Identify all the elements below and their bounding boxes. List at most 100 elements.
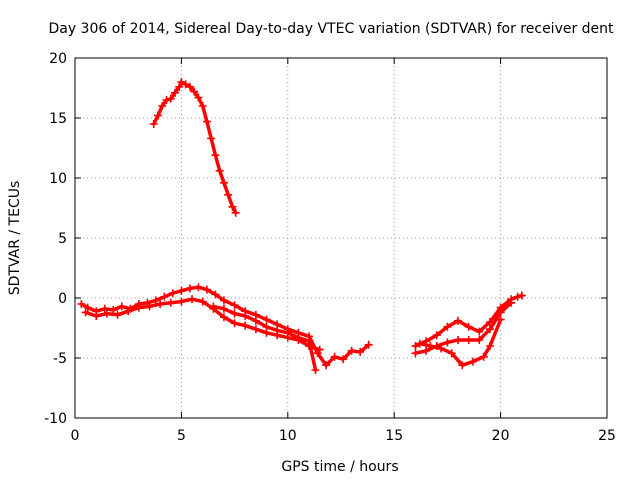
data-point — [153, 111, 162, 120]
x-tick-label: 5 — [177, 428, 186, 444]
data-point — [158, 102, 167, 110]
data-point — [468, 357, 477, 366]
axis-ticks — [74, 57, 608, 419]
data-series — [77, 78, 526, 374]
data-point — [230, 319, 239, 328]
data-point — [198, 102, 207, 110]
data-point — [160, 292, 169, 301]
data-point — [151, 296, 160, 305]
y-tick-label: 5 — [58, 231, 67, 247]
data-point — [432, 331, 441, 340]
data-point — [228, 202, 237, 211]
data-point — [485, 342, 494, 350]
data-point — [422, 346, 431, 355]
y-tick-label: 20 — [49, 51, 67, 67]
data-point — [262, 315, 271, 324]
data-point — [330, 352, 339, 361]
data-point — [124, 307, 133, 316]
data-point — [230, 301, 239, 310]
data-point — [339, 355, 348, 364]
data-point — [181, 80, 190, 89]
data-point — [219, 296, 228, 305]
data-point — [447, 349, 456, 358]
data-point — [162, 96, 171, 104]
data-point — [322, 361, 331, 370]
data-point — [517, 291, 526, 300]
data-point — [185, 284, 194, 293]
data-point — [251, 316, 260, 325]
data-point — [219, 304, 228, 313]
data-point — [117, 302, 126, 311]
data-point — [134, 303, 143, 312]
data-point — [92, 312, 101, 320]
y-tick-label: -10 — [44, 411, 67, 427]
data-point — [113, 310, 122, 319]
data-point — [251, 325, 260, 334]
data-point — [241, 312, 250, 320]
data-point — [166, 94, 175, 103]
data-point — [83, 303, 92, 312]
data-point — [81, 308, 90, 317]
data-point — [475, 327, 484, 336]
data-point — [475, 336, 484, 344]
data-point — [211, 290, 220, 299]
data-point — [156, 300, 165, 308]
data-point — [283, 328, 292, 337]
data-point — [198, 297, 207, 306]
y-tick-label: -5 — [53, 351, 67, 367]
data-point — [454, 316, 463, 325]
data-point — [311, 366, 320, 374]
data-point — [209, 302, 218, 311]
data-point — [171, 88, 180, 97]
data-point — [100, 304, 109, 313]
data-point — [149, 120, 158, 128]
series-arc-evening-b — [413, 301, 513, 355]
data-point — [513, 292, 522, 301]
data-point — [315, 345, 324, 354]
data-point — [166, 298, 175, 307]
x-tick-label: 10 — [279, 428, 297, 444]
data-point — [168, 289, 177, 298]
data-point — [177, 297, 186, 306]
data-point — [458, 361, 467, 370]
data-point — [443, 338, 452, 347]
data-point — [177, 78, 186, 86]
data-point — [219, 313, 228, 322]
data-point — [479, 352, 488, 361]
data-point — [464, 336, 473, 344]
data-point — [496, 315, 505, 324]
data-point — [177, 286, 186, 295]
data-point — [443, 322, 452, 331]
data-point — [411, 342, 420, 350]
x-tick-label: 15 — [385, 428, 403, 444]
data-point — [273, 326, 282, 335]
data-point — [426, 342, 435, 350]
x-tick-label: 20 — [492, 428, 510, 444]
data-point — [454, 336, 463, 344]
data-point — [437, 344, 446, 353]
data-point — [175, 82, 184, 91]
y-axis-label: SDTVAR / TECUs — [7, 181, 23, 296]
chart-title: Day 306 of 2014, Sidereal Day-to-day VTE… — [48, 21, 614, 37]
data-point — [190, 87, 199, 96]
data-point — [219, 178, 228, 187]
data-point — [202, 285, 211, 294]
data-point — [364, 340, 373, 349]
data-point — [188, 295, 197, 304]
data-point — [202, 117, 211, 126]
y-tick-label: 0 — [58, 291, 67, 307]
data-point — [211, 151, 220, 160]
data-point — [77, 300, 86, 308]
data-point — [194, 283, 203, 292]
data-point — [305, 337, 314, 346]
data-point — [356, 348, 365, 356]
data-point — [207, 134, 216, 143]
data-point — [262, 322, 271, 331]
data-point — [230, 309, 239, 318]
y-tick-label: 10 — [49, 171, 67, 187]
data-point — [415, 339, 424, 348]
data-point — [194, 93, 203, 102]
data-point — [215, 166, 224, 175]
